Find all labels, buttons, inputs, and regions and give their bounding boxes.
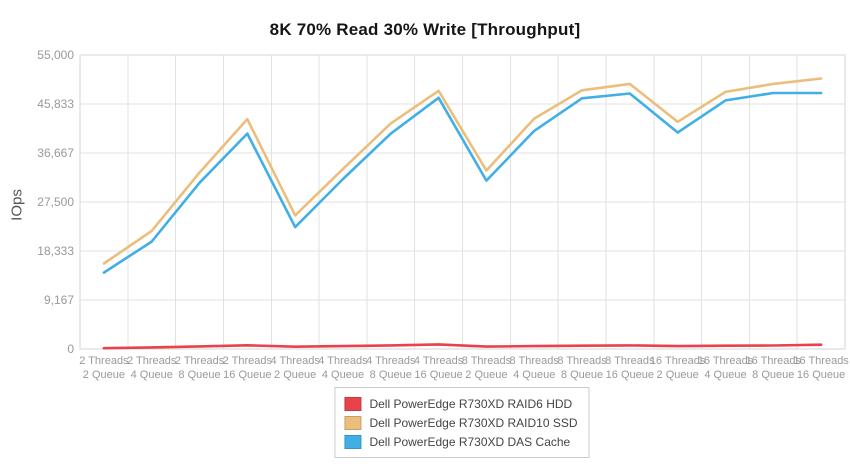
- x-tick-label: 4 Threads: [318, 355, 368, 367]
- x-tick-label: 16 Queue: [606, 369, 654, 381]
- legend-item-dell-poweredge-r730xd-raid10-ssd[interactable]: Dell PowerEdge R730XD RAID10 SSD: [344, 413, 578, 432]
- x-tick-label: 8 Queue: [178, 369, 220, 381]
- plot-border: [79, 54, 846, 350]
- x-tick-label: 16 Queue: [797, 369, 845, 381]
- legend-item-dell-poweredge-r730xd-raid6-hdd[interactable]: Dell PowerEdge R730XD RAID6 HDD: [344, 394, 577, 413]
- x-tick-label: 2 Threads: [223, 355, 273, 367]
- x-tick-label: 2 Queue: [83, 369, 125, 381]
- x-tick-label: 2 Queue: [657, 369, 699, 381]
- series-line-dell-poweredge-r730xd-raid6-hdd: [102, 343, 823, 350]
- legend-item-dell-poweredge-r730xd-das-cache[interactable]: Dell PowerEdge R730XD DAS Cache: [344, 432, 577, 451]
- y-tick-label: 55,000: [37, 48, 74, 62]
- x-tick-label: 4 Queue: [322, 369, 364, 381]
- x-tick-label: 16 Threads: [698, 355, 754, 367]
- y-tick-label: 36,667: [37, 146, 74, 160]
- x-tick-label: 16 Threads: [746, 355, 802, 367]
- x-tick-label: 16 Queue: [414, 369, 462, 381]
- y-tick-label: 9,167: [44, 293, 74, 307]
- y-tick-label: 0: [67, 342, 74, 356]
- legend-swatch: [344, 415, 362, 430]
- series-line-dell-poweredge-r730xd-das-cache: [102, 91, 823, 274]
- x-tick-label: 4 Threads: [270, 355, 320, 367]
- x-tick-label: 16 Queue: [223, 369, 271, 381]
- series-line-dell-poweredge-r730xd-raid10-ssd: [102, 77, 823, 265]
- x-tick-label: 2 Threads: [127, 355, 177, 367]
- x-tick-label: 8 Threads: [510, 355, 560, 367]
- x-tick-label: 8 Queue: [752, 369, 794, 381]
- legend-swatch: [344, 434, 362, 449]
- x-tick-label: 16 Threads: [650, 355, 706, 367]
- x-tick-label: 2 Threads: [79, 355, 129, 367]
- x-tick-label: 2 Queue: [274, 369, 316, 381]
- x-tick-label: 8 Threads: [462, 355, 512, 367]
- legend: Dell PowerEdge R730XD RAID6 HDD Dell Powe…: [334, 387, 590, 458]
- x-tick-label: 4 Threads: [366, 355, 416, 367]
- y-tick-label: 27,500: [37, 195, 74, 209]
- x-tick-label: 4 Queue: [513, 369, 555, 381]
- x-tick-label: 8 Queue: [370, 369, 412, 381]
- x-tick-label: 2 Queue: [465, 369, 507, 381]
- x-tick-label: 8 Queue: [561, 369, 603, 381]
- legend-label: Dell PowerEdge R730XD RAID10 SSD: [369, 415, 578, 430]
- x-tick-label: 4 Queue: [704, 369, 746, 381]
- x-tick-label: 2 Threads: [175, 355, 225, 367]
- x-tick-label: 16 Threads: [793, 355, 849, 367]
- y-tick-label: 18,333: [37, 244, 74, 258]
- x-tick-label: 4 Threads: [414, 355, 464, 367]
- x-tick-label: 8 Threads: [557, 355, 607, 367]
- legend-swatch: [344, 396, 362, 411]
- legend-label: Dell PowerEdge R730XD RAID6 HDD: [369, 396, 573, 411]
- chart-title: 8K 70% Read 30% Write [Throughput]: [269, 20, 581, 39]
- legend-label: Dell PowerEdge R730XD DAS Cache: [369, 434, 571, 449]
- y-tick-label: 45,833: [37, 97, 74, 111]
- x-tick-label: 4 Queue: [131, 369, 173, 381]
- x-tick-label: 8 Threads: [605, 355, 655, 367]
